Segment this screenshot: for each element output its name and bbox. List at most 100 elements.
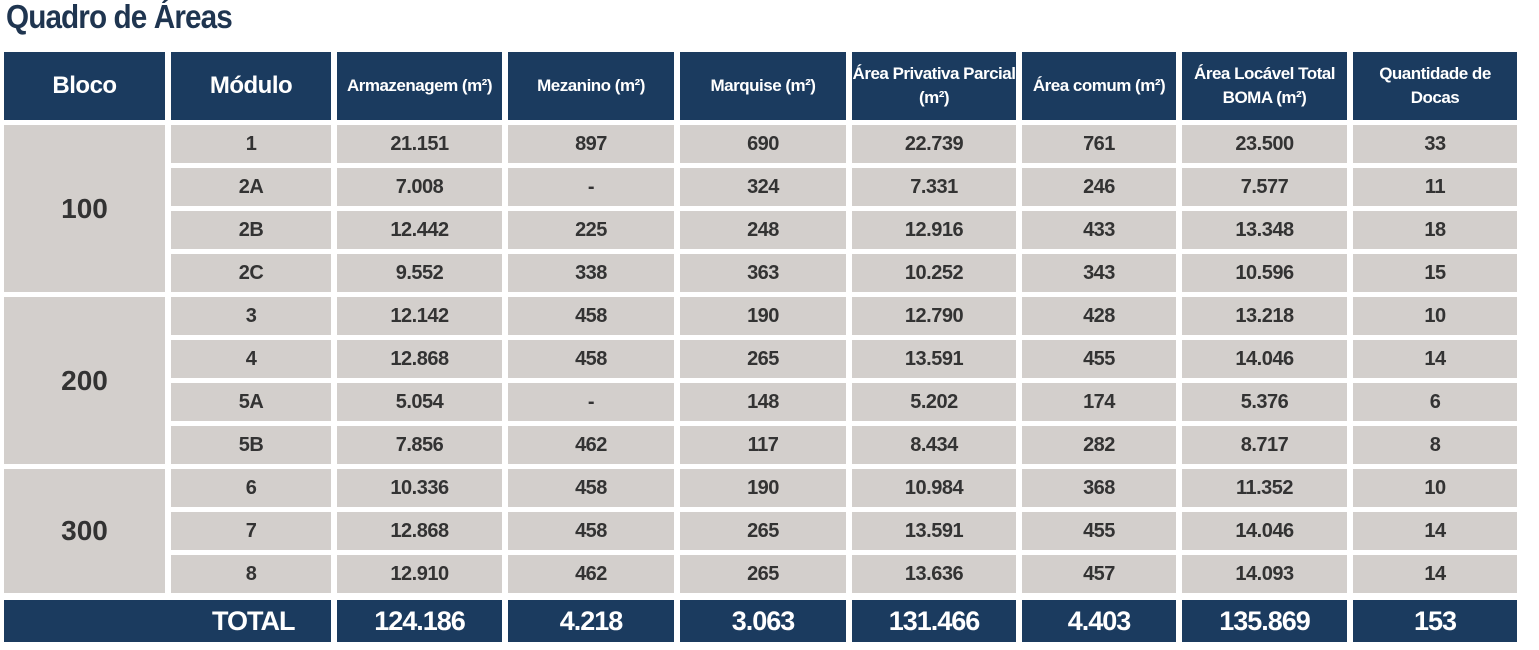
bloco-cell: 200 [4,297,165,464]
column-header: Módulo [171,52,331,120]
table-cell: 8 [1353,426,1517,464]
table-cell: 368 [1022,469,1176,507]
table-cell: 21.151 [337,125,502,163]
table-cell: 14.046 [1182,340,1347,378]
table-cell: 15 [1353,254,1517,292]
column-header: Área Privativa Parcial (m²) [852,52,1016,120]
table-cell: 246 [1022,168,1176,206]
table-cell: 761 [1022,125,1176,163]
table-cell: 458 [508,340,674,378]
column-header: Área comum (m²) [1022,52,1176,120]
table-cell: 14 [1353,512,1517,550]
total-cell: 4.218 [508,600,674,642]
table-cell: 9.552 [337,254,502,292]
table-cell: 10.336 [337,469,502,507]
table-cell: 338 [508,254,674,292]
page-title: Quadro de Áreas [6,0,233,35]
total-cell: 124.186 [337,600,502,642]
table-cell: 4 [171,340,331,378]
table-cell: 13.348 [1182,211,1347,249]
total-cell: 135.869 [1182,600,1347,642]
table-cell: 12.442 [337,211,502,249]
table-cell: 10 [1353,469,1517,507]
column-header: Área Locável Total BOMA (m²) [1182,52,1347,120]
table-cell: 462 [508,555,674,593]
table-cell: 363 [680,254,846,292]
table-cell: 148 [680,383,846,421]
table-cell: 11 [1353,168,1517,206]
table-cell: 14 [1353,555,1517,593]
total-cell: 131.466 [852,600,1016,642]
table-cell: 3 [171,297,331,335]
table-cell: 18 [1353,211,1517,249]
table-cell: 433 [1022,211,1176,249]
table-cell: 897 [508,125,674,163]
table-cell: 2C [171,254,331,292]
table-cell: 2B [171,211,331,249]
table-cell: 14.046 [1182,512,1347,550]
table-cell: 12.142 [337,297,502,335]
table-cell: 8 [171,555,331,593]
table-cell: 13.591 [852,512,1016,550]
table-cell: 12.868 [337,340,502,378]
table-cell: 10.984 [852,469,1016,507]
table-cell: 428 [1022,297,1176,335]
areas-table: Bloco Módulo Armazenagem (m²) Mezanino (m²)… [4,52,1517,642]
table-cell: 2A [171,168,331,206]
table-cell: 8.717 [1182,426,1347,464]
table-cell: 455 [1022,340,1176,378]
table-cell: 190 [680,297,846,335]
table-cell: 10 [1353,297,1517,335]
table-cell: 462 [508,426,674,464]
bloco-cell: 100 [4,125,165,292]
table-cell: 117 [680,426,846,464]
table-cell: - [508,168,674,206]
total-cell: 153 [1353,600,1517,642]
table-cell: 7.577 [1182,168,1347,206]
table-cell: 33 [1353,125,1517,163]
table-cell: 5A [171,383,331,421]
table-cell: 8.434 [852,426,1016,464]
table-cell: 7.008 [337,168,502,206]
table-cell: 190 [680,469,846,507]
table-cell: 11.352 [1182,469,1347,507]
table-cell: 12.790 [852,297,1016,335]
table-cell: 5.202 [852,383,1016,421]
table-cell: 13.591 [852,340,1016,378]
table-cell: 10.596 [1182,254,1347,292]
column-header: Mezanino (m²) [508,52,674,120]
table-cell: 14.093 [1182,555,1347,593]
table-cell: 1 [171,125,331,163]
table-cell: 12.916 [852,211,1016,249]
table-cell: 265 [680,340,846,378]
bloco-cell: 300 [4,469,165,593]
table-cell: - [508,383,674,421]
table-cell: 457 [1022,555,1176,593]
table-cell: 5.376 [1182,383,1347,421]
table-cell: 23.500 [1182,125,1347,163]
column-header: Bloco [4,52,165,120]
total-cell: 3.063 [680,600,846,642]
column-header: Quantidade de Docas [1353,52,1517,120]
table-cell: 282 [1022,426,1176,464]
table-cell: 5B [171,426,331,464]
table-cell: 455 [1022,512,1176,550]
table-cell: 7.331 [852,168,1016,206]
table-cell: 324 [680,168,846,206]
table-cell: 12.910 [337,555,502,593]
table-cell: 10.252 [852,254,1016,292]
table-cell: 458 [508,297,674,335]
table-cell: 7 [171,512,331,550]
table-cell: 458 [508,469,674,507]
table-cell: 5.054 [337,383,502,421]
column-header: Marquise (m²) [680,52,846,120]
table-cell: 14 [1353,340,1517,378]
table-cell: 7.856 [337,426,502,464]
total-label: TOTAL [4,600,331,642]
table-cell: 6 [171,469,331,507]
table-cell: 265 [680,512,846,550]
table-cell: 225 [508,211,674,249]
table-cell: 13.636 [852,555,1016,593]
table-cell: 12.868 [337,512,502,550]
table-cell: 265 [680,555,846,593]
